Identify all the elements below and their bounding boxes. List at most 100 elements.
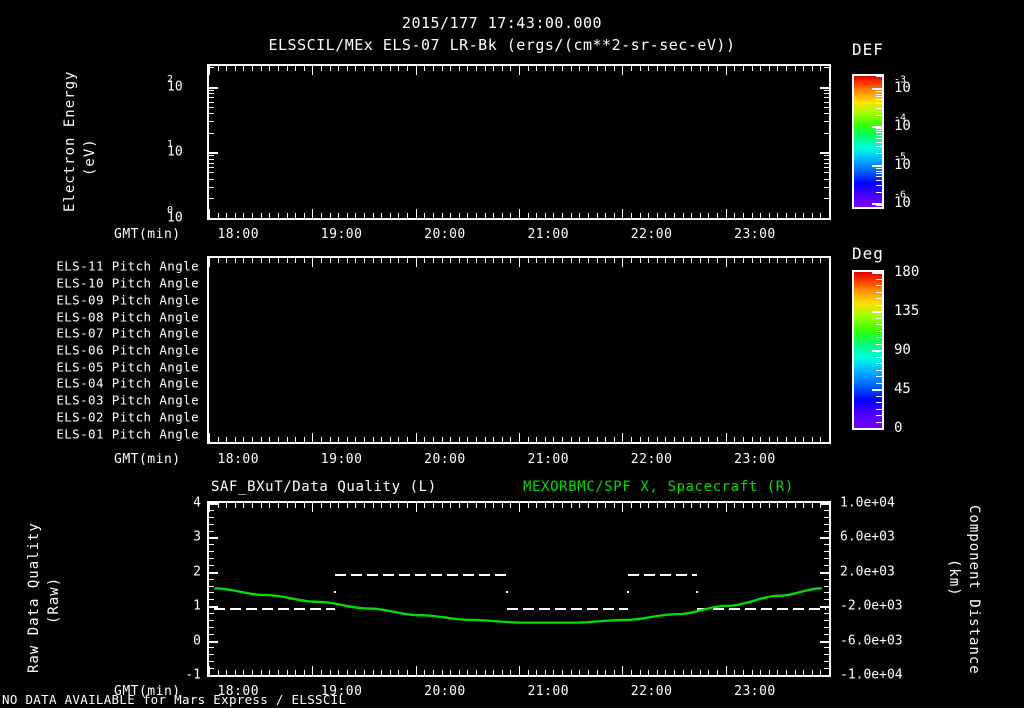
tick-mark bbox=[872, 428, 882, 430]
tick-mark bbox=[820, 670, 821, 675]
colorbar-def[interactable] bbox=[852, 74, 884, 209]
tick-mark bbox=[209, 668, 214, 669]
tick-mark bbox=[269, 503, 270, 508]
tick-mark bbox=[824, 198, 829, 199]
tick-mark bbox=[631, 437, 632, 442]
tick-mark bbox=[373, 503, 374, 508]
tick-mark bbox=[209, 97, 214, 98]
panel3-y-tick-label-right: -6.0e+03 bbox=[840, 633, 903, 649]
tick-mark bbox=[824, 586, 829, 587]
tick-mark bbox=[657, 66, 658, 71]
tick-mark bbox=[786, 670, 787, 675]
tick-mark bbox=[829, 209, 830, 218]
tick-mark bbox=[812, 437, 813, 442]
tick-mark bbox=[312, 66, 313, 75]
tick-mark bbox=[622, 258, 623, 267]
tick-mark bbox=[209, 565, 214, 566]
tick-mark bbox=[760, 213, 761, 218]
tick-mark bbox=[493, 66, 494, 71]
tick-mark bbox=[631, 213, 632, 218]
tick-mark bbox=[269, 213, 270, 218]
tick-mark bbox=[631, 503, 632, 508]
tick-mark bbox=[218, 213, 219, 218]
tick-mark bbox=[824, 634, 829, 635]
tick-mark bbox=[760, 437, 761, 442]
tick-mark bbox=[467, 437, 468, 442]
tick-mark bbox=[786, 258, 787, 263]
tick-mark bbox=[424, 503, 425, 508]
tick-mark bbox=[519, 433, 520, 442]
tick-mark bbox=[252, 66, 253, 71]
tick-mark bbox=[876, 383, 882, 384]
panel-pitch-angle[interactable] bbox=[207, 256, 831, 444]
panel2-row-label: ELS-11 Pitch Angle bbox=[56, 258, 199, 274]
tick-mark bbox=[485, 66, 486, 71]
tick-mark bbox=[829, 503, 830, 512]
tick-mark bbox=[876, 324, 882, 325]
panel-data-quality[interactable] bbox=[207, 501, 831, 677]
tick-mark bbox=[312, 666, 313, 675]
panel3-ytitle-left-text2: (Raw) bbox=[46, 576, 62, 624]
step-transition-marker bbox=[334, 591, 336, 593]
tick-mark bbox=[209, 133, 214, 134]
tick-mark bbox=[381, 670, 382, 675]
panel-electron-energy[interactable] bbox=[207, 64, 831, 220]
colorbar-def-tick-labels: 10 -3 10 -4 10 -5 10 -6 bbox=[894, 74, 964, 211]
tick-mark bbox=[209, 258, 210, 267]
tick-mark bbox=[876, 153, 882, 154]
tick-mark bbox=[424, 258, 425, 263]
status-no-data-message: NO DATA AVAILABLE for Mars Express / ELS… bbox=[2, 692, 347, 707]
tick-mark bbox=[691, 213, 692, 218]
tick-mark bbox=[347, 213, 348, 218]
tick-mark bbox=[665, 503, 666, 508]
tick-mark bbox=[510, 66, 511, 71]
tick-mark bbox=[261, 437, 262, 442]
tick-mark bbox=[545, 437, 546, 442]
tick-mark bbox=[545, 66, 546, 71]
tick-mark bbox=[657, 213, 658, 218]
tick-mark bbox=[321, 437, 322, 442]
tick-mark bbox=[717, 66, 718, 71]
tick-mark bbox=[209, 121, 214, 122]
tick-mark bbox=[209, 163, 214, 164]
tick-mark bbox=[243, 670, 244, 675]
tick-mark bbox=[450, 437, 451, 442]
tick-mark bbox=[876, 205, 882, 206]
tick-mark bbox=[261, 213, 262, 218]
colorbar-deg[interactable] bbox=[852, 270, 884, 430]
tick-mark bbox=[398, 503, 399, 508]
tick-mark bbox=[824, 97, 829, 98]
panel2-row-label: ELS-02 Pitch Angle bbox=[56, 409, 199, 425]
tick-mark bbox=[700, 66, 701, 71]
tick-mark bbox=[820, 675, 829, 677]
tick-mark bbox=[648, 258, 649, 263]
tick-mark bbox=[752, 66, 753, 71]
tick-mark bbox=[752, 258, 753, 263]
tick-mark bbox=[562, 66, 563, 71]
tick-mark bbox=[700, 213, 701, 218]
tick-mark bbox=[876, 344, 882, 345]
tick-mark bbox=[824, 121, 829, 122]
tick-mark bbox=[416, 666, 417, 675]
tick-mark bbox=[876, 409, 882, 410]
tick-mark bbox=[812, 258, 813, 263]
panel3-y-tick-label-right: -1.0e+04 bbox=[840, 667, 903, 683]
tick-mark bbox=[631, 670, 632, 675]
tick-mark bbox=[769, 66, 770, 71]
tick-mark bbox=[355, 503, 356, 508]
tick-mark bbox=[493, 258, 494, 263]
series-data-quality bbox=[209, 503, 829, 675]
tick-mark bbox=[295, 503, 296, 508]
tick-mark bbox=[726, 66, 727, 75]
tick-mark bbox=[614, 66, 615, 71]
tick-mark bbox=[648, 213, 649, 218]
title-dataset-text: ELSSCIL/MEx ELS-07 LR-Bk (ergs/(cm**2-sr… bbox=[268, 36, 736, 54]
tick-mark bbox=[209, 620, 214, 621]
tick-mark bbox=[390, 258, 391, 263]
tick-mark bbox=[330, 503, 331, 508]
tick-mark bbox=[459, 213, 460, 218]
tick-mark bbox=[209, 558, 214, 559]
tick-mark bbox=[519, 66, 520, 75]
tick-mark bbox=[820, 537, 829, 539]
tick-mark bbox=[226, 213, 227, 218]
